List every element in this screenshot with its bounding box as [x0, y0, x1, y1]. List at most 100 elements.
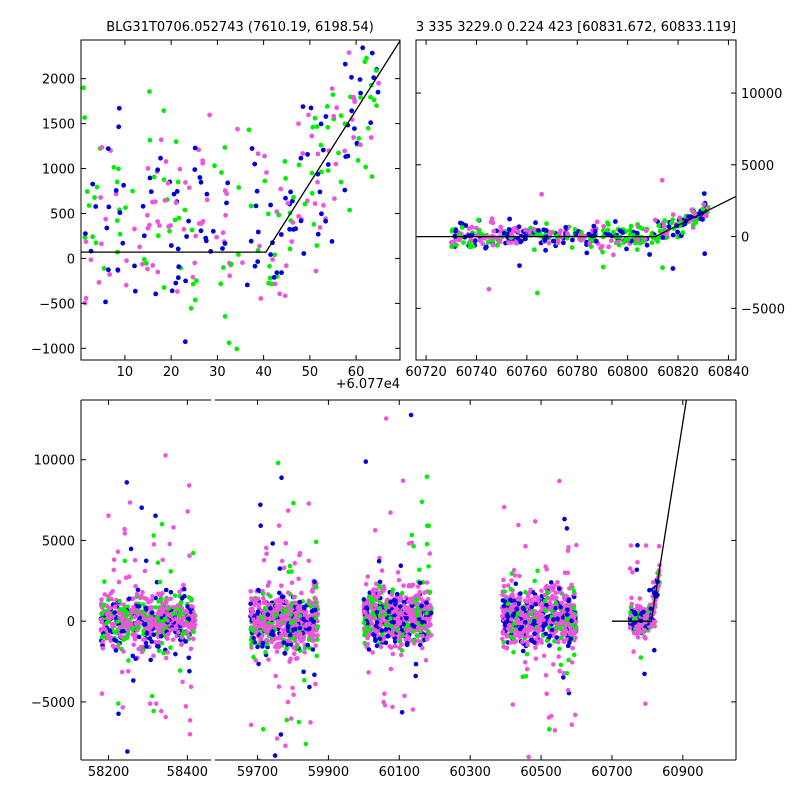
chart-title-1: BLG31T0706.052743 (7610.19, 6198.54) [106, 20, 374, 35]
data-point [311, 623, 317, 629]
data-point [533, 602, 538, 607]
data-point [351, 135, 356, 140]
data-point [410, 622, 415, 628]
data-point [660, 265, 665, 270]
data-point [153, 640, 158, 645]
data-point [548, 230, 553, 235]
data-point [523, 620, 528, 625]
data-point [210, 228, 216, 234]
data-point [296, 162, 302, 168]
data-point [101, 266, 107, 271]
data-point [263, 649, 268, 655]
data-point [172, 626, 178, 632]
data-point [523, 589, 528, 595]
data-point [255, 587, 261, 593]
data-point [122, 526, 127, 532]
data-point [287, 226, 292, 232]
data-point [219, 170, 224, 175]
data-point [212, 163, 217, 169]
data-point [278, 232, 284, 237]
data-point [274, 598, 280, 603]
data-point [98, 195, 103, 200]
data-point [318, 121, 324, 127]
data-point [549, 627, 555, 633]
data-point [308, 617, 314, 622]
data-point [295, 605, 301, 611]
data-point [378, 644, 384, 650]
data-point [255, 229, 261, 235]
data-point [200, 160, 206, 166]
data-point [144, 644, 149, 649]
data-point [175, 275, 181, 281]
data-point [288, 612, 293, 617]
data-point [173, 651, 178, 657]
data-point [187, 731, 193, 737]
data-point [507, 216, 512, 222]
data-point [466, 226, 472, 232]
data-point [273, 644, 278, 650]
data-point [525, 634, 530, 639]
data-point [562, 516, 567, 522]
data-point [567, 640, 572, 645]
data-point [510, 228, 516, 234]
data-point [156, 591, 161, 596]
y-tick-label: 0 [67, 615, 75, 630]
data-point [424, 474, 430, 480]
data-point [535, 568, 540, 574]
data-point [187, 624, 192, 630]
data-point [544, 221, 549, 227]
data-point [308, 604, 314, 609]
data-point [516, 224, 522, 230]
data-point [114, 218, 120, 224]
data-point [392, 597, 397, 603]
data-point [366, 633, 371, 638]
data-point [551, 617, 556, 622]
data-point [121, 637, 126, 642]
data-point [506, 240, 511, 246]
data-point [86, 203, 92, 208]
data-point [256, 602, 262, 608]
data-point [249, 641, 254, 647]
data-point [520, 606, 526, 611]
data-point [360, 45, 366, 51]
data-point [564, 617, 569, 622]
data-point [536, 610, 542, 615]
data-point [279, 475, 284, 481]
data-point [264, 624, 270, 629]
data-point [106, 204, 112, 210]
data-point [175, 179, 181, 185]
data-point [415, 638, 421, 643]
data-point [376, 591, 382, 596]
data-point [122, 531, 128, 536]
data-point [260, 640, 266, 646]
data-point [571, 614, 577, 619]
data-point [99, 241, 104, 247]
data-point [144, 631, 150, 636]
data-point [513, 581, 519, 587]
data-point [284, 599, 289, 605]
data-point [652, 623, 657, 629]
data-point [268, 602, 273, 608]
data-point [264, 551, 269, 556]
data-point [526, 754, 531, 760]
data-point [155, 167, 161, 173]
data-point [248, 203, 254, 209]
data-point [546, 240, 552, 246]
data-point [422, 590, 427, 595]
data-point [123, 205, 128, 211]
data-point [140, 602, 146, 607]
data-point [363, 610, 368, 615]
data-point [150, 616, 155, 621]
data-point [320, 147, 326, 153]
data-point [423, 658, 429, 663]
data-point [502, 589, 508, 594]
data-point [397, 598, 403, 603]
data-point [390, 610, 395, 615]
data-point [342, 148, 348, 154]
data-point [566, 657, 571, 663]
data-point [143, 605, 148, 610]
x-tick-label: 50 [302, 365, 319, 380]
data-point [541, 653, 547, 659]
data-point [248, 601, 253, 607]
data-point [347, 207, 352, 213]
